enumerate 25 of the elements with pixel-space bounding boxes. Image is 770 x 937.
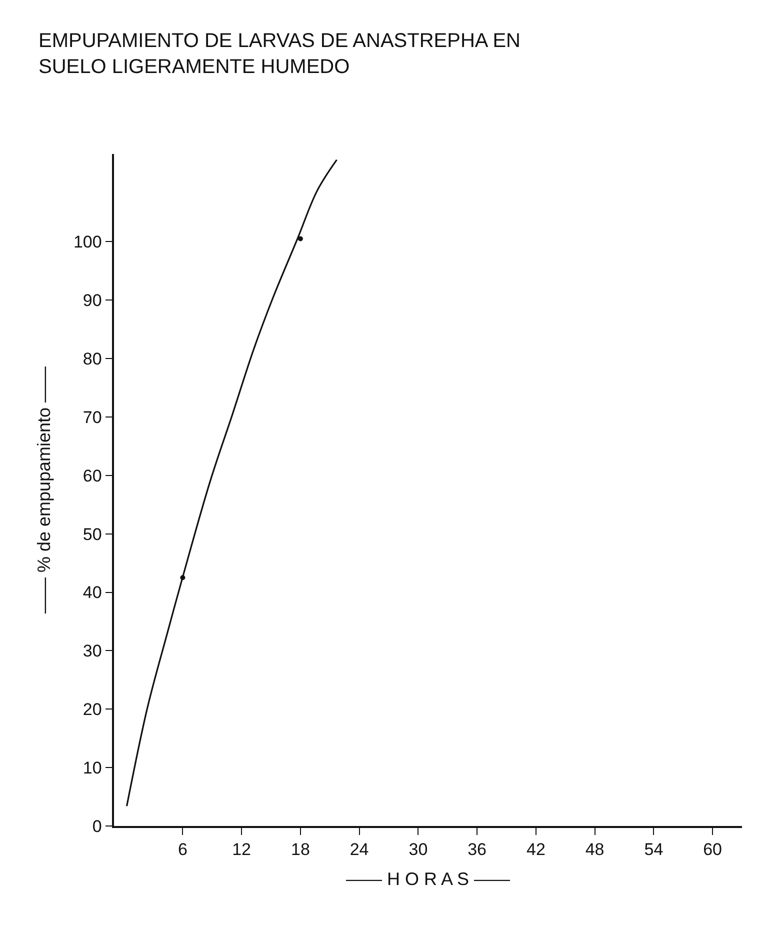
- y-tick-label: 40: [82, 583, 102, 602]
- y-tick-label: 70: [82, 408, 102, 427]
- x-tick-label: 36: [468, 840, 487, 860]
- y-tick-label: 90: [82, 291, 102, 310]
- y-tick-label: 60: [82, 466, 102, 486]
- line-series: [126, 159, 338, 807]
- x-axis-title: —— H O R A S ——: [346, 868, 510, 889]
- x-tick-label: 42: [526, 840, 546, 860]
- y-tick-label: 30: [82, 642, 102, 661]
- y-axis-title: —— % de empupamiento ——: [34, 366, 54, 614]
- x-tick-label: 18: [290, 840, 310, 860]
- y-tick-label: 100: [73, 232, 102, 252]
- y-tick-label: 10: [82, 758, 102, 778]
- x-tick-label: 30: [408, 840, 428, 860]
- x-tick-label: 54: [644, 840, 664, 860]
- x-tick-label: 12: [232, 840, 252, 860]
- y-tick-label: 20: [82, 700, 102, 720]
- x-tick-label: 48: [585, 840, 604, 860]
- x-tick-label: 24: [350, 840, 369, 860]
- chart-title: EMPUPAMIENTO DE LARVAS DE ANASTREPHA EN SUELO LIGERAMENTE HUMEDO: [38, 30, 520, 78]
- y-tick-label: 50: [82, 524, 102, 544]
- y-tick-label: 0: [92, 816, 102, 836]
- x-tick-label: 6: [178, 840, 188, 860]
- y-tick-label: 80: [82, 349, 102, 368]
- x-tick-label: 60: [703, 840, 722, 860]
